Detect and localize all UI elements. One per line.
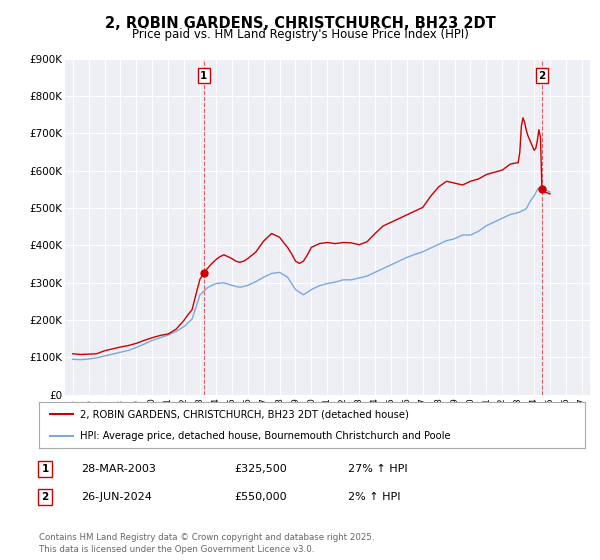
Text: 28-MAR-2003: 28-MAR-2003 [81,464,156,474]
Text: £325,500: £325,500 [234,464,287,474]
Text: HPI: Average price, detached house, Bournemouth Christchurch and Poole: HPI: Average price, detached house, Bour… [80,431,451,441]
Text: Contains HM Land Registry data © Crown copyright and database right 2025.
This d: Contains HM Land Registry data © Crown c… [39,533,374,554]
Text: 1: 1 [41,464,49,474]
Text: £550,000: £550,000 [234,492,287,502]
Text: 1: 1 [200,71,208,81]
Text: 27% ↑ HPI: 27% ↑ HPI [348,464,407,474]
Text: 2, ROBIN GARDENS, CHRISTCHURCH, BH23 2DT: 2, ROBIN GARDENS, CHRISTCHURCH, BH23 2DT [104,16,496,31]
Text: 2% ↑ HPI: 2% ↑ HPI [348,492,401,502]
Text: 2, ROBIN GARDENS, CHRISTCHURCH, BH23 2DT (detached house): 2, ROBIN GARDENS, CHRISTCHURCH, BH23 2DT… [80,409,409,419]
Text: 2: 2 [41,492,49,502]
Text: 2: 2 [538,71,545,81]
Text: 26-JUN-2024: 26-JUN-2024 [81,492,152,502]
Text: Price paid vs. HM Land Registry's House Price Index (HPI): Price paid vs. HM Land Registry's House … [131,28,469,41]
